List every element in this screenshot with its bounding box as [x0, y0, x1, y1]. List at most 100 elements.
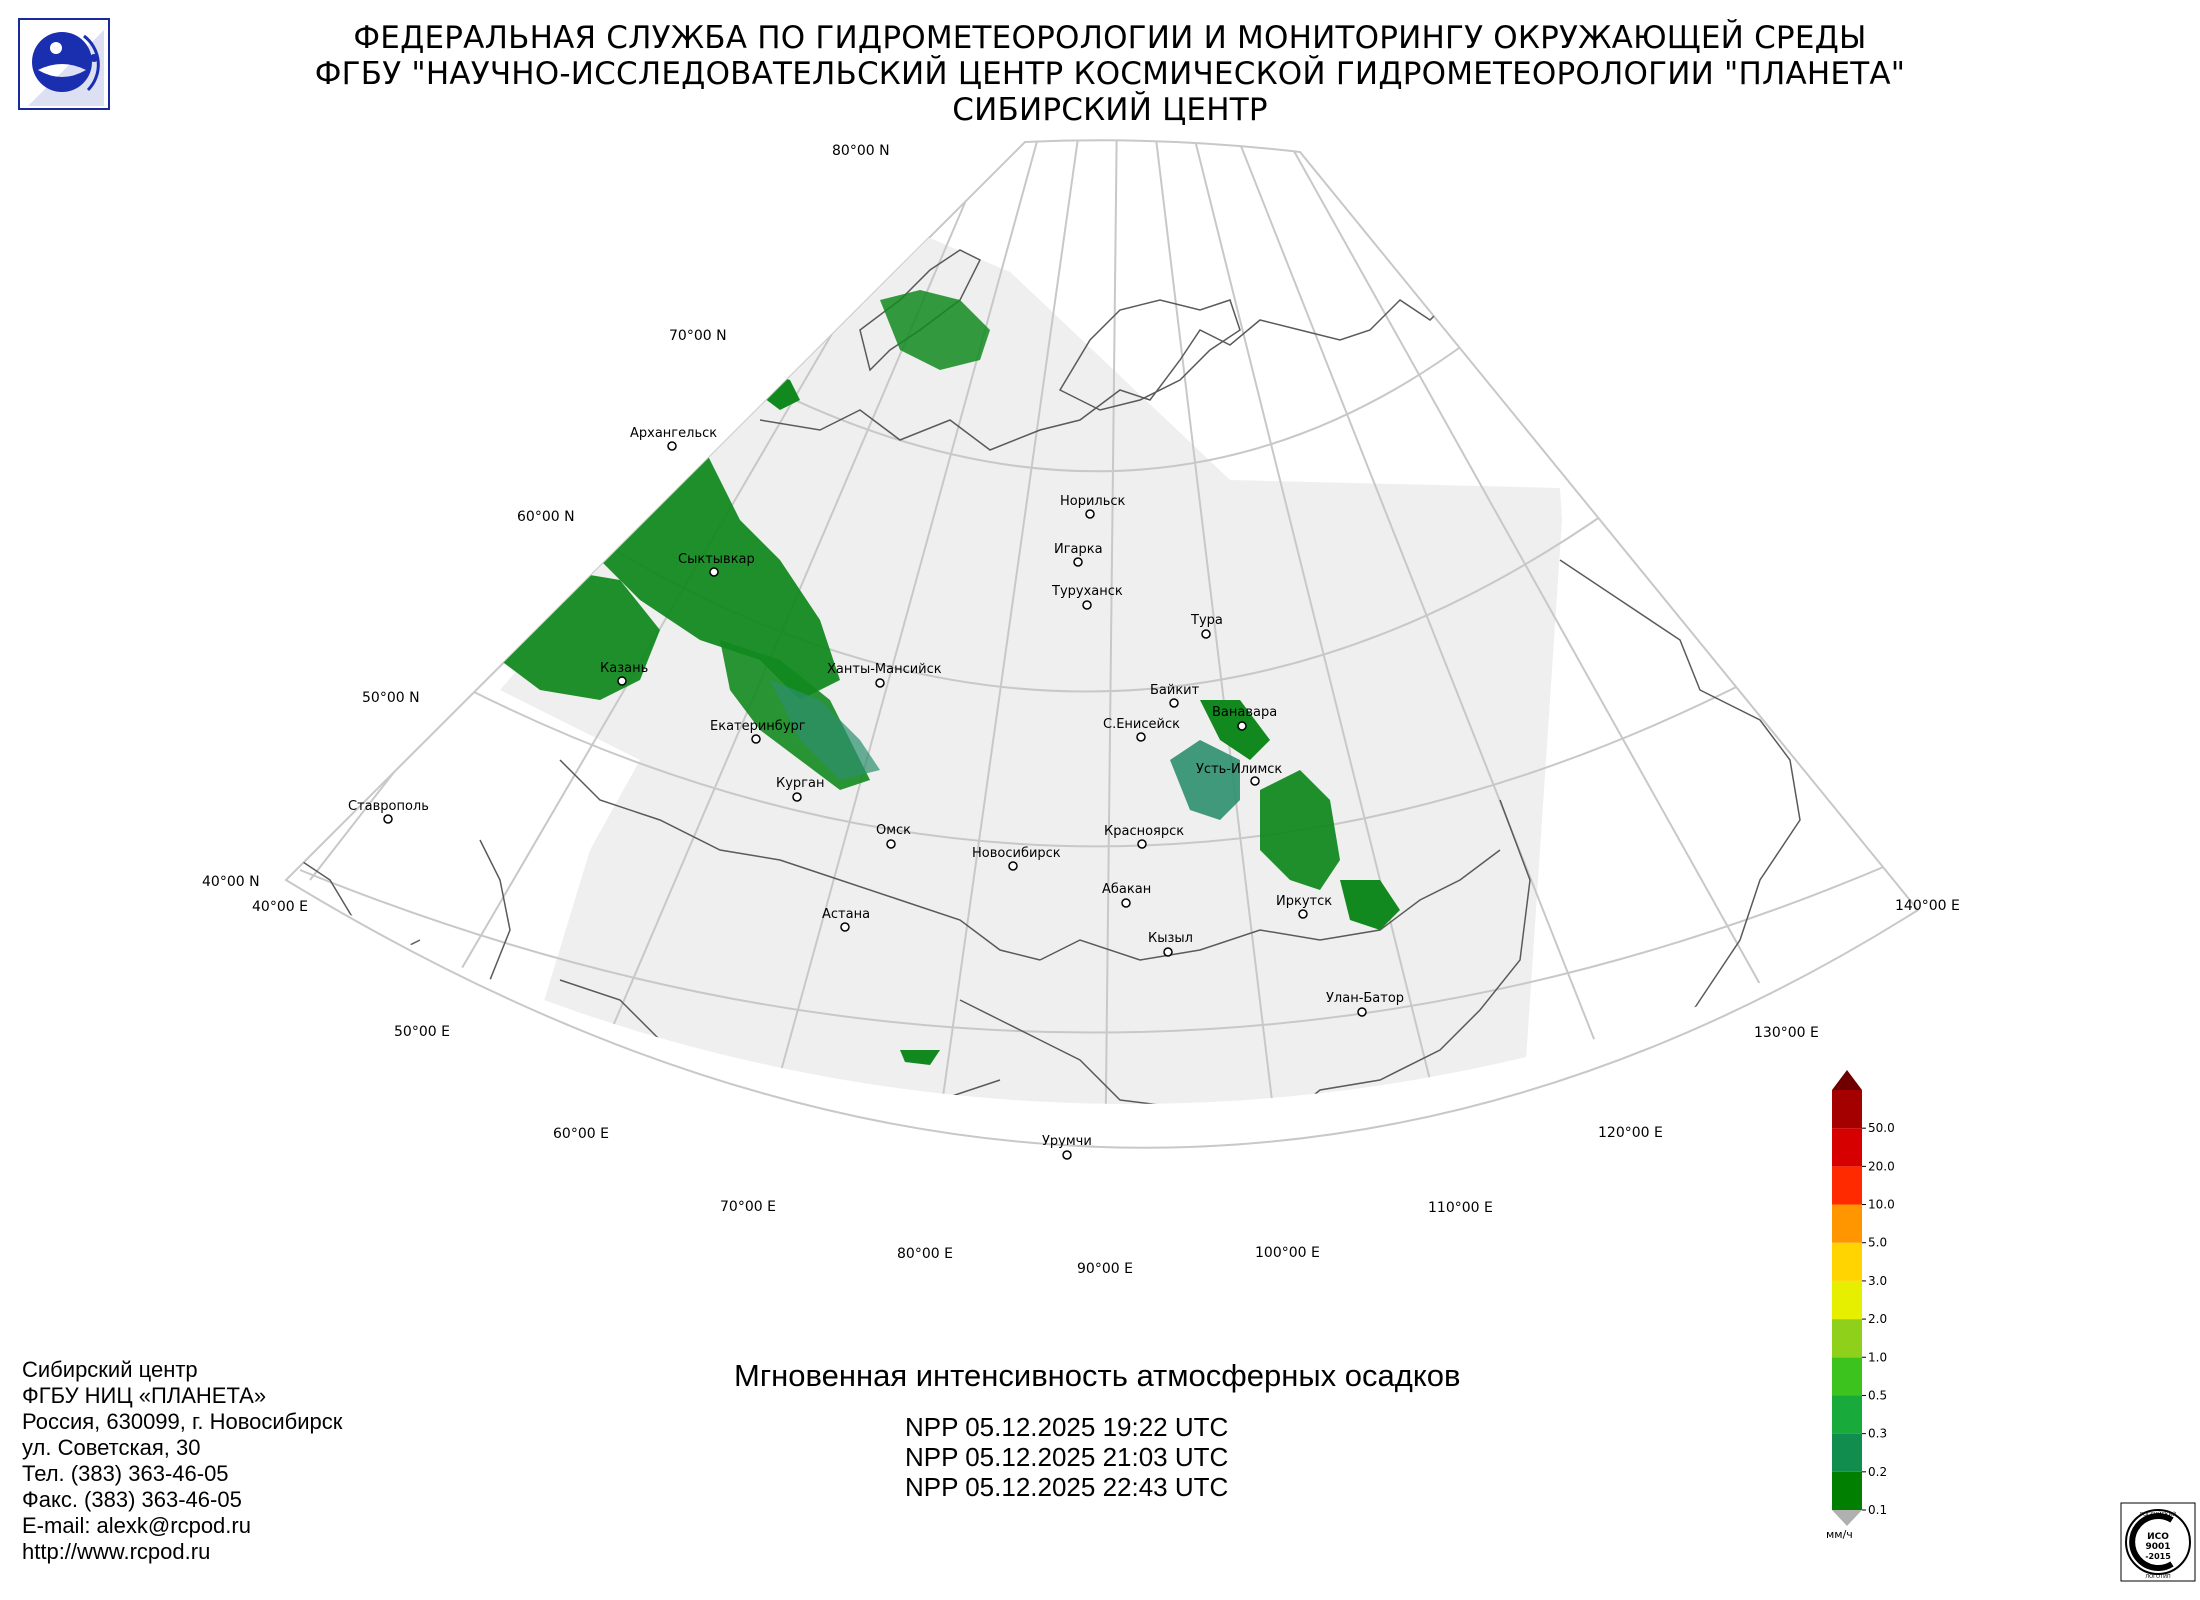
iso-ring-top: РОССИЙСКИЙ: [2140, 1511, 2176, 1518]
precip-patch: [1340, 880, 1400, 930]
legend-swatch: [1832, 1280, 1862, 1320]
city-marker: [1073, 557, 1083, 567]
city-label-irkutsk: Иркутск: [1276, 894, 1332, 909]
city-marker: [1357, 1007, 1367, 1017]
arctic-coast: [759, 299, 1451, 451]
lat-label-40: 40°00 N: [202, 874, 260, 890]
city-marker: [617, 676, 627, 686]
legend-tick-label: 50.0: [1868, 1121, 1895, 1135]
lon-label-130: 130°00 E: [1754, 1025, 1819, 1041]
city-markers: [383, 441, 1367, 1160]
precip-patch: [860, 1150, 900, 1170]
iso-year: -2015: [2145, 1552, 2171, 1561]
iso-top: ИСО: [2147, 1532, 2169, 1542]
lat-40-line: [299, 859, 1901, 1034]
city-label-vanavara: Ванавара: [1212, 705, 1277, 720]
lat-70-line: [689, 339, 1471, 473]
precip-patch: [1170, 740, 1240, 820]
lon-110-line: [1119, 140, 1461, 1104]
precipitation-legend: 0.1 0.2 0.3 0.5 1.0 2.0 3.0 5.0 10.0 20.0 50.0 мм/…: [1826, 1070, 1895, 1541]
precip-patch: [1260, 770, 1340, 890]
legend-swatch: [1832, 1166, 1862, 1205]
lon-130-line: [1119, 140, 1781, 1021]
city-marker: [1136, 732, 1146, 742]
city-marker: [1250, 776, 1260, 786]
satellite-coverage: [500, 212, 1562, 1104]
precip-patch: [1050, 1190, 1080, 1220]
novaya-zemlya: [859, 249, 982, 372]
legend-tick-label: 0.1: [1868, 1503, 1887, 1517]
city-marker: [1137, 839, 1147, 849]
lat-label-50: 50°00 N: [362, 690, 420, 706]
city-label-turukhansk: Туруханск: [1051, 584, 1123, 599]
city-label-urumqi: Урумчи: [1042, 1134, 1092, 1149]
lon-80-line: [919, 140, 1121, 1104]
legend-swatch: [1832, 1395, 1862, 1434]
city-marker: [875, 678, 885, 688]
legend-over-arrow: [1832, 1070, 1862, 1090]
lon-label-70: 70°00 E: [720, 1199, 776, 1215]
legend-swatch: [1832, 1242, 1862, 1281]
central-asia-border: [559, 979, 1001, 1104]
lon-label-50: 50°00 E: [394, 1024, 450, 1040]
city-marker: [1121, 898, 1131, 908]
legend-tick-label: 1.0: [1868, 1350, 1887, 1364]
lon-120-line: [1119, 140, 1631, 1104]
lon-label-100: 100°00 E: [1255, 1245, 1320, 1261]
lat-label-80: 80°00 N: [832, 143, 890, 159]
pass-line: NPP 05.12.2025 21:03 UTC: [905, 1442, 1229, 1472]
precip-patch: [1210, 1160, 1260, 1180]
city-label-abakan: Абакан: [1102, 882, 1151, 897]
legend-swatch: [1832, 1090, 1862, 1129]
legend-color-bar: [1832, 1070, 1862, 1526]
city-label-igarka: Игарка: [1054, 542, 1103, 557]
mongolia-border: [1039, 849, 1501, 961]
city-label-s-eniseysk: С.Енисейск: [1103, 717, 1180, 732]
city-marker: [751, 734, 761, 744]
city-marker: [840, 922, 850, 932]
contact-line: Тел. (383) 363-46-05: [22, 1461, 229, 1486]
lon-label-140: 140°00 E: [1895, 898, 1960, 914]
lon-label-40: 40°00 E: [252, 899, 308, 915]
city-marker: [1237, 721, 1247, 731]
header-line-1: ФЕДЕРАЛЬНАЯ СЛУЖБА ПО ГИДРОМЕТЕОРОЛОГИИ …: [353, 20, 1867, 56]
contact-line: Россия, 630099, г. Новосибирск: [22, 1409, 343, 1434]
lon-label-60: 60°00 E: [553, 1126, 609, 1142]
legend-tick-label: 0.3: [1868, 1427, 1887, 1441]
lon-90-line: [1103, 140, 1121, 1104]
city-label-stavropol: Ставрополь: [348, 799, 429, 814]
lon-70-line: [739, 140, 1121, 1104]
city-label-syktyvkar: Сыктывкар: [678, 552, 755, 567]
city-label-tura: Тура: [1190, 613, 1223, 628]
contact-website-link[interactable]: http://www.rcpod.ru: [22, 1539, 211, 1564]
city-label-astana: Астана: [822, 907, 870, 922]
city-label-ekaterinburg: Екатеринбург: [710, 719, 806, 734]
lat-50-line: [469, 674, 1761, 848]
precip-patch: [630, 1110, 660, 1150]
legend-under-arrow: [1832, 1510, 1862, 1526]
satellite-passes: NPP 05.12.2025 19:22 UTC NPP 05.12.2025 …: [905, 1412, 1228, 1502]
contact-line: ФГБУ НИЦ «ПЛАНЕТА»: [22, 1383, 267, 1408]
city-label-baykit: Байкит: [1150, 683, 1200, 698]
city-marker: [1298, 909, 1308, 919]
lon-label-90: 90°00 E: [1077, 1261, 1133, 1277]
precip-patch: [1200, 700, 1270, 760]
satellite-coverage-north: [860, 212, 1230, 480]
city-label-krasnoyarsk: Красноярск: [1104, 824, 1184, 839]
city-marker: [1008, 861, 1018, 871]
city-label-ulan-bator: Улан-Батор: [1326, 991, 1404, 1006]
lon-label-120: 120°00 E: [1598, 1125, 1663, 1141]
pass-line: NPP 05.12.2025 22:43 UTC: [905, 1472, 1229, 1502]
city-marker: [1201, 629, 1211, 639]
lon-100-line: [1119, 140, 1291, 1104]
city-label-khanty-mansiysk: Ханты-Мансийск: [827, 662, 942, 677]
city-label-kyzyl: Кызыл: [1148, 931, 1193, 946]
contact-email[interactable]: E-mail: alexk@rcpod.ru: [22, 1513, 251, 1538]
city-label-omsk: Омск: [876, 823, 911, 838]
contact-line: ул. Советская, 30: [22, 1435, 201, 1460]
header-line-3: СИБИРСКИЙ ЦЕНТР: [952, 92, 1268, 128]
legend-swatch: [1832, 1204, 1862, 1243]
legend-labels: 0.1 0.2 0.3 0.5 1.0 2.0 3.0 5.0 10.0 20.0 50.0: [1862, 1121, 1895, 1517]
city-marker: [886, 839, 896, 849]
